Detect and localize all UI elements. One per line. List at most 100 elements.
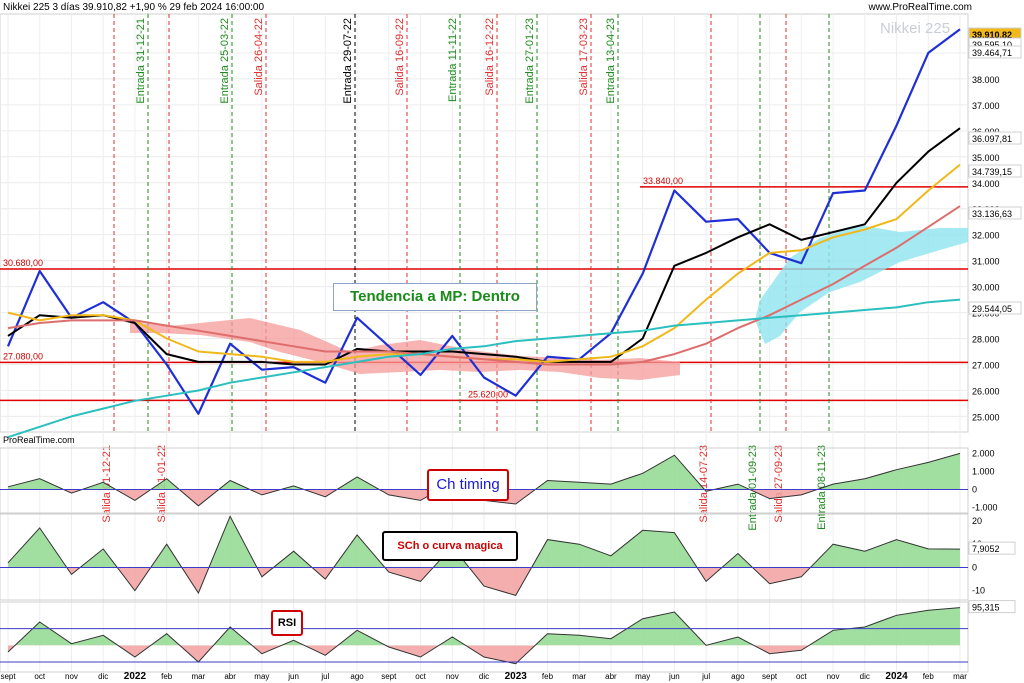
indicator-frame [0, 447, 969, 514]
x-axis: sept oct nov dic 2022 feb mar abr may jun jul ago se… [0, 671, 967, 682]
indicator-area-positive [8, 453, 960, 490]
level-label: 25.620,00 [468, 389, 508, 399]
signal-label: Entrada 31-12-21 [135, 18, 147, 104]
brand-link[interactable]: www.ProRealTime.com [868, 2, 972, 13]
series-line [7, 298, 961, 439]
level-label: 27.080,00 [3, 351, 43, 361]
indicator-area-negative [8, 645, 810, 664]
indicator-tick-label: 20 [972, 516, 982, 526]
x-tick-label: may [254, 672, 269, 681]
y-tick-label: 34.000 [972, 179, 1000, 189]
x-tick-label: jul [320, 672, 329, 681]
indicator-value-box [968, 541, 1016, 555]
signal-label: Salida 01-12-21 [101, 445, 113, 523]
price-tag-label: 34.739,15 [972, 167, 1012, 177]
indicator-value-label: 7,9052 [972, 544, 1000, 554]
indicator-tick-label: 1.000 [972, 466, 995, 476]
x-tick-label: feb [923, 672, 935, 681]
x-tick-label: 2024 [885, 671, 908, 682]
x-tick-label: feb [161, 672, 173, 681]
y-tick-label: 32.000 [972, 231, 1000, 241]
price-tag-box [968, 45, 1022, 59]
x-tick-label: jul [701, 672, 710, 681]
x-tick-label: dic [860, 672, 870, 681]
x-tick-label: mar [953, 672, 967, 681]
x-tick-label: dic [479, 672, 489, 681]
signal-label: Salida 16-09-22 [394, 18, 406, 96]
price-tag-label: 39.910,82 [972, 30, 1012, 40]
chart-title: Nikkei 225 3 días 39.910,82 +1,90 % 29 f… [3, 2, 265, 13]
x-tick-label: ago [731, 672, 745, 681]
indicator-tick-label: 0 [972, 562, 977, 572]
price-tag-label: 39.595,10 [972, 40, 1012, 50]
indicator-value-box [968, 600, 1016, 614]
y-tick-label: 37.000 [972, 101, 1000, 111]
x-tick-label: 2023 [505, 671, 528, 682]
x-tick-label: nov [65, 672, 78, 681]
trend-annotation: Tendencia a MP: Dentro [333, 283, 537, 311]
series-line [7, 205, 961, 366]
x-tick-label: mar [192, 672, 206, 681]
y-tick-label: 28.000 [972, 335, 1000, 345]
signal-label: Entrada 11-11-22 [447, 18, 459, 102]
y-tick-label: 31.000 [972, 257, 1000, 267]
y-tick-label: 38.000 [972, 75, 1000, 85]
price-tag-box [968, 164, 1022, 178]
instrument-watermark: Nikkei 225 [880, 20, 951, 37]
signal-label: Entrada 25-03-22 [219, 18, 231, 104]
x-tick-label: mar [572, 672, 586, 681]
y-tick-label: 30.000 [972, 283, 1000, 293]
x-tick-label: abr [224, 672, 236, 681]
y-tick-label: 35.000 [972, 153, 1000, 163]
x-tick-label: oct [415, 672, 426, 681]
ch-timing-label: Ch timing [427, 469, 509, 501]
x-tick-label: sept [381, 672, 397, 681]
x-tick-label: sept [0, 672, 16, 681]
x-tick-label: may [635, 672, 650, 681]
indicator-frame [0, 513, 969, 601]
x-tick-label: nov [446, 672, 459, 681]
indicator-tick-label: -10 [972, 586, 985, 596]
signal-lines: Entrada 31-12-21 Entrada 25-03-22 Salida 2… [101, 14, 830, 531]
indicator-frame [0, 601, 969, 673]
series-line [7, 127, 961, 366]
indicator-tick-label: 2.000 [972, 448, 995, 458]
signal-label: Entrada 27-01-23 [524, 18, 536, 104]
x-tick-label: 2022 [124, 671, 147, 682]
x-tick-label: jun [287, 672, 299, 681]
signal-label: Salida 27-09-23 [773, 445, 785, 523]
x-tick-label: oct [796, 672, 807, 681]
x-tick-label: dic [98, 672, 108, 681]
series-line [6, 28, 961, 415]
indicator-tick-label: -1.000 [972, 503, 998, 513]
price-tag-label: 36.097,81 [972, 134, 1012, 144]
y-tick-label: 27.000 [972, 360, 1000, 370]
price-tag-label: 39.464,71 [972, 48, 1012, 58]
x-tick-label: abr [605, 672, 617, 681]
indicator-area-negative [66, 567, 811, 596]
signal-label: Entrada 13-04-23 [605, 18, 617, 104]
rsi-label: RSI [271, 610, 303, 636]
x-tick-label: ago [350, 672, 364, 681]
x-tick-label: nov [827, 672, 840, 681]
x-tick-label: sept [762, 672, 778, 681]
signal-label: Salida 26-04-22 [253, 18, 265, 96]
indicator-value-label: 95,315 [972, 603, 1000, 613]
x-tick-label: jun [668, 672, 680, 681]
sch-label: SCh o curva magica [382, 531, 518, 561]
price-tag-label: 33.136,63 [972, 209, 1012, 219]
level-label: 30.680,00 [3, 258, 43, 268]
signal-label: Entrada 01-09-23 [747, 445, 759, 531]
signal-label: Entrada 29-07-22 [342, 18, 354, 104]
y-axis: 25.00026.00027.00028.00029.00030.00031.0… [972, 49, 1000, 422]
price-lines [6, 28, 961, 439]
red-cloud [130, 318, 680, 380]
indicator-area-positive [8, 607, 960, 646]
signal-label: Salida 14-07-23 [698, 445, 710, 523]
y-tick-label: 26.000 [972, 386, 1000, 396]
x-tick-label: feb [542, 672, 554, 681]
indicator-line [7, 607, 961, 665]
footer-brand: ProRealTime.com [3, 435, 75, 445]
